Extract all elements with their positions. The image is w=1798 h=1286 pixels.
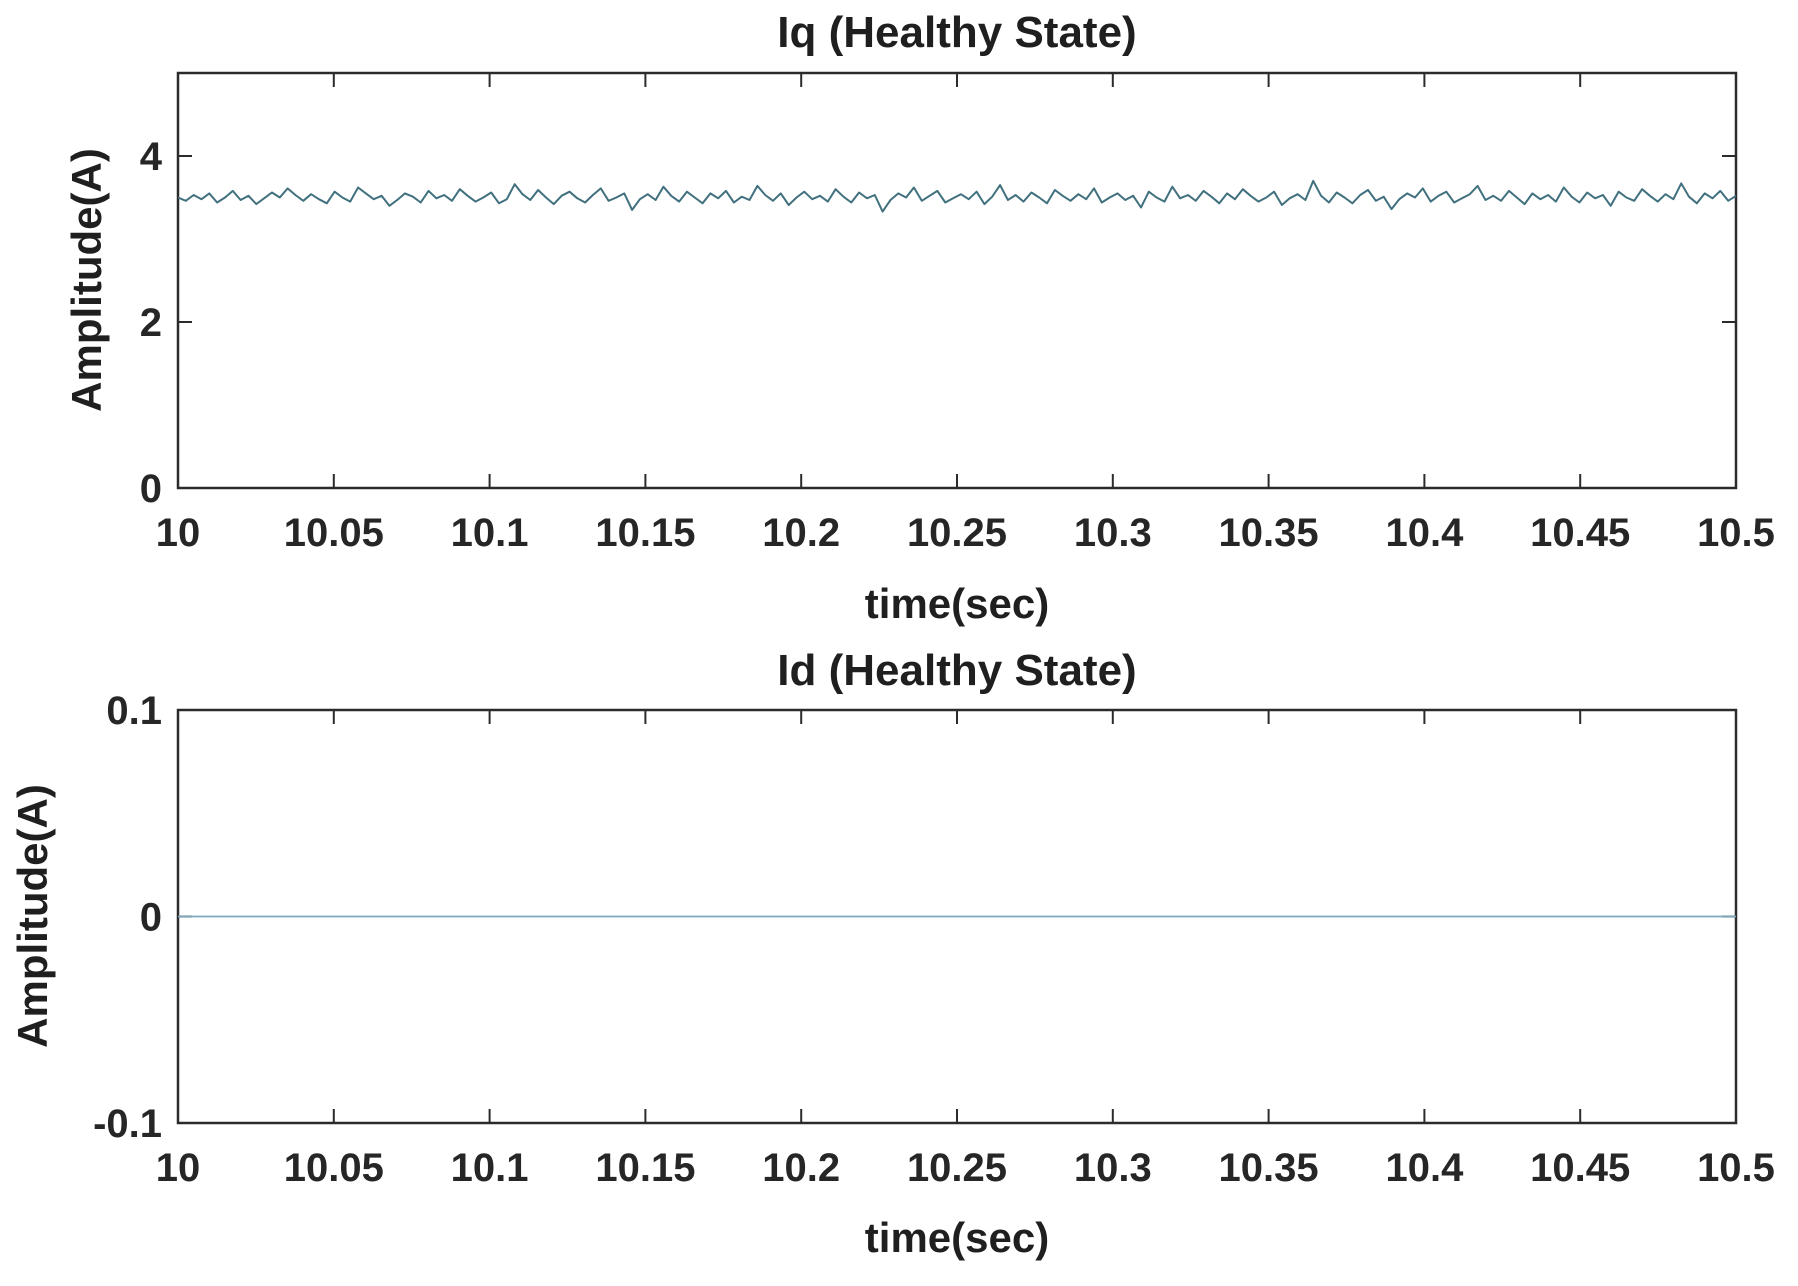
x-tick-label: 10.15	[595, 511, 695, 555]
x-tick-label: 10.5	[1697, 511, 1775, 555]
x-tick-label: 10.25	[907, 511, 1007, 555]
plot-id: 10 10.05 10.1 10.15 10.2 10.25 10.3 10.35 10.4 10…	[93, 689, 1775, 1190]
plot-id-ylabel: Amplitude(A)	[9, 784, 56, 1048]
y-tick-label: 0.1	[106, 689, 162, 733]
plot-iq: 10 10.05 10.1 10.15 10.2 10.25 10.3 10.35 10.4 10…	[140, 71, 1775, 555]
x-tick-label: 10.1	[451, 1146, 529, 1190]
x-tick-label: 10.35	[1219, 1146, 1319, 1190]
x-tick-label: 10.4	[1385, 511, 1464, 555]
x-tick-label: 10.45	[1530, 1146, 1630, 1190]
x-tick-label: 10.1	[451, 511, 529, 555]
x-tick-label: 10.3	[1074, 511, 1152, 555]
x-tick-label: 10.2	[762, 1146, 840, 1190]
y-tick-label: 0	[140, 896, 162, 940]
plot-id-xlabel: time(sec)	[864, 1214, 1050, 1261]
x-tick-label: 10.35	[1219, 511, 1319, 555]
plot-iq-title: Iq (Healthy State)	[777, 8, 1137, 57]
plot-iq-ylabel: Amplitude(A)	[63, 148, 110, 412]
y-tick-label: 0	[140, 467, 162, 511]
x-tick-label: 10	[156, 1146, 201, 1190]
y-tick-label: -0.1	[93, 1102, 162, 1146]
plot-id-title: Id (Healthy State)	[777, 646, 1137, 695]
plot-iq-xlabel: time(sec)	[864, 580, 1050, 627]
y-tick-label: 2	[140, 301, 162, 345]
x-tick-label: 10.45	[1530, 511, 1630, 555]
x-tick-label: 10.3	[1074, 1146, 1152, 1190]
x-tick-label: 10.2	[762, 511, 840, 555]
y-tick-label: 4	[140, 135, 163, 179]
x-tick-label: 10.4	[1385, 1146, 1464, 1190]
x-tick-label: 10.5	[1697, 1146, 1775, 1190]
axes-box	[176, 71, 1738, 490]
x-tick-label: 10.25	[907, 1146, 1007, 1190]
signal-line-iq	[177, 179, 1737, 213]
x-tick-label: 10	[156, 511, 201, 555]
x-tick-label: 10.15	[595, 1146, 695, 1190]
x-tick-label: 10.05	[284, 1146, 384, 1190]
x-tick-label: 10.05	[284, 511, 384, 555]
